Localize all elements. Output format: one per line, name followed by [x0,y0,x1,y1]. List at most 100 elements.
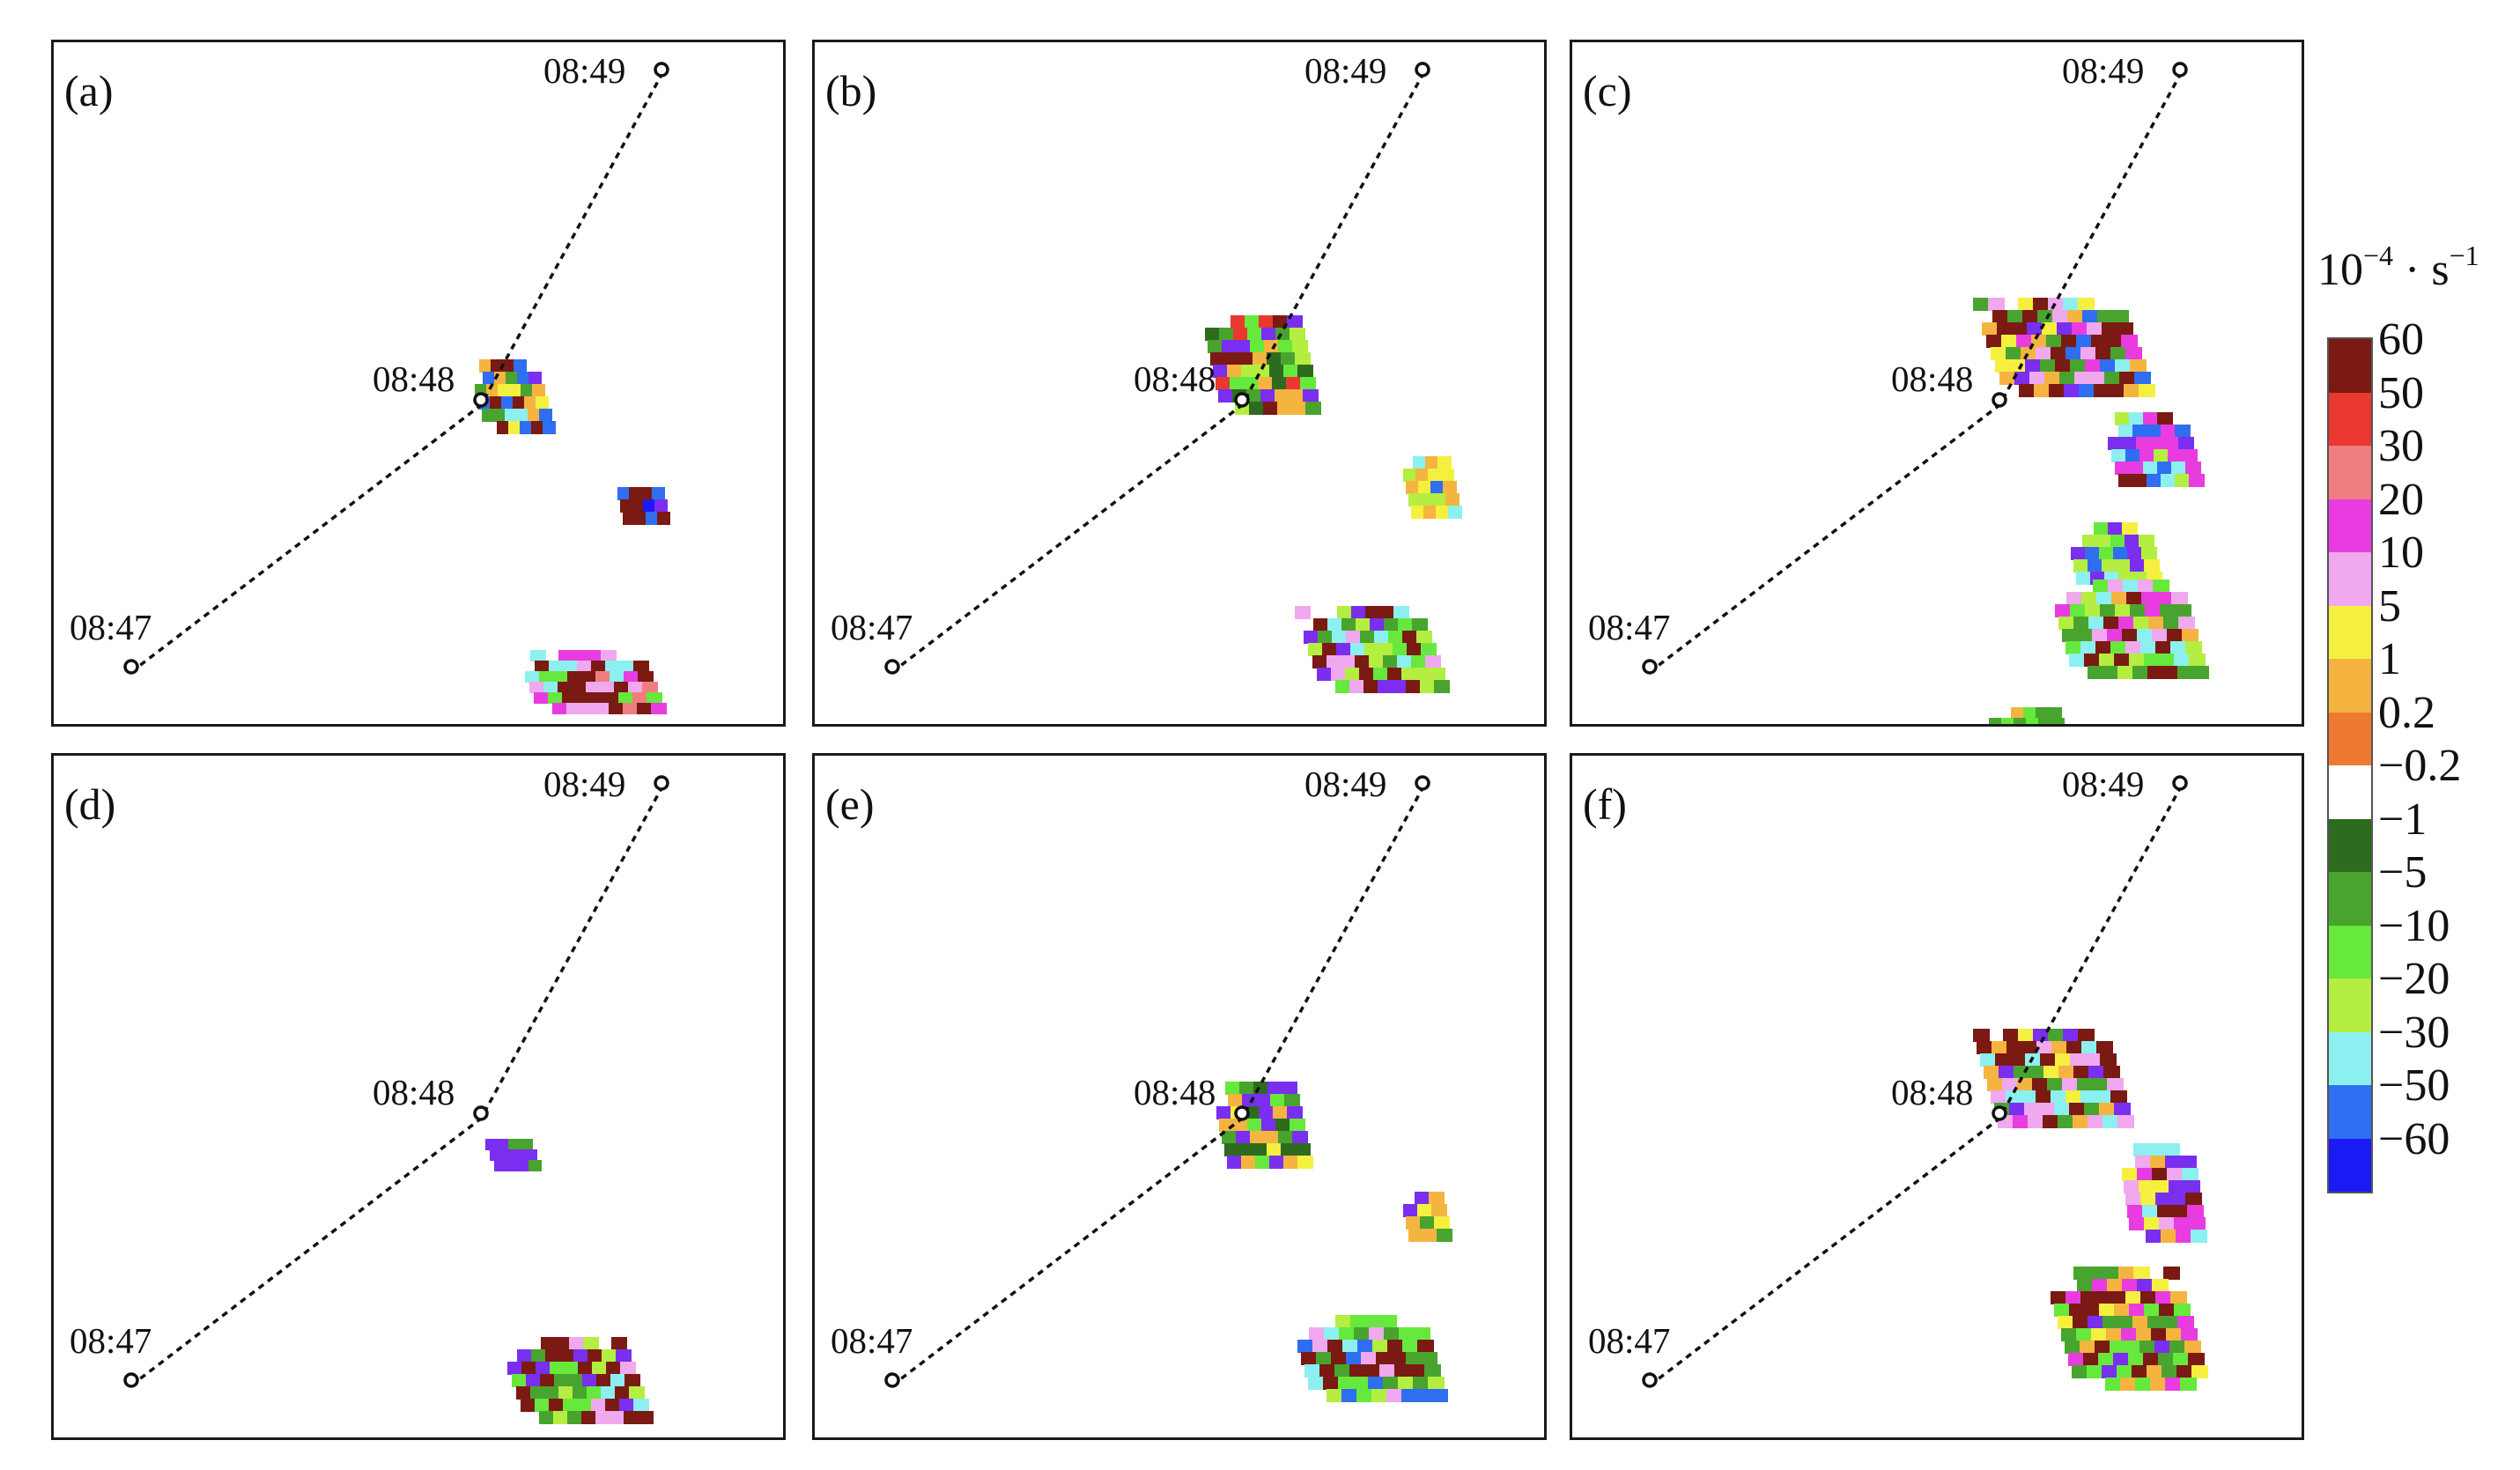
velocity-cell [2165,1156,2182,1169]
velocity-cell [1420,1216,1436,1230]
velocity-cell [2016,335,2033,348]
velocity-cell [1424,1364,1441,1378]
velocity-cell [2006,347,2022,360]
velocity-cell [2067,310,2084,323]
velocity-cell [2147,474,2162,487]
velocity-cell [2137,1168,2154,1181]
velocity-cell [2141,547,2157,560]
velocity-cell [2162,1365,2178,1378]
velocity-cell [1350,1315,1367,1328]
colorbar-segment [2329,1031,2371,1085]
velocity-cell [520,1139,533,1150]
velocity-cell [1312,1340,1329,1353]
velocity-cell [2108,437,2124,450]
velocity-cell [576,692,592,704]
velocity-cell [1420,680,1436,693]
velocity-cell [550,1362,565,1375]
velocity-cell [555,1337,571,1350]
time-label: 08:49 [543,50,626,91]
velocity-cell [1245,315,1260,329]
velocity-cell [1415,1192,1430,1205]
velocity-cell [1402,631,1418,644]
colorbar-segment [2329,339,2371,393]
velocity-cell [2063,298,2080,311]
velocity-cell [2118,1267,2135,1280]
time-label: 08:48 [1134,1072,1216,1112]
velocity-cell [1327,1340,1344,1353]
velocity-cell [2115,412,2131,425]
velocity-cell [2132,666,2149,679]
velocity-cell [1261,328,1277,341]
velocity-cell [2121,1328,2138,1341]
colorbar-segment [2329,499,2371,552]
velocity-cell [2136,437,2152,450]
colorbar-tick-label: −0.2 [2378,741,2462,791]
velocity-cell [1222,1131,1238,1144]
velocity-cell [1406,680,1422,693]
velocity-cell [2114,654,2131,667]
velocity-cell [2072,322,2088,336]
panel-label: (d) [64,779,116,829]
velocity-cell [2106,1328,2123,1341]
velocity-cell [1383,1377,1400,1390]
velocity-cell [586,682,602,693]
panel-c: (c) 08:47 08:48 08:49 [1570,40,2304,727]
velocity-cell [2104,372,2121,385]
velocity-cell [2170,641,2187,654]
time-label: 08:47 [1588,607,1671,647]
velocity-cell [1989,718,2003,724]
velocity-cell [2157,462,2173,475]
colorbar-unit-base: 10 [2317,245,2363,295]
velocity-cell [2140,1291,2157,1304]
velocity-cell [2058,1066,2075,1079]
velocity-cell [2153,580,2169,593]
velocity-cell [2175,474,2191,487]
velocity-cell [2120,1378,2137,1391]
velocity-cell [605,1399,621,1412]
velocity-cell [615,1386,631,1400]
velocity-cell [1284,1094,1300,1107]
velocity-cell [620,499,633,513]
velocity-cell [2152,1168,2169,1181]
velocity-cell [2022,310,2039,323]
velocity-cell [2037,310,2054,323]
velocity-cell [1357,1340,1374,1353]
colorbar-segment [2329,659,2371,713]
velocity-cell [2057,322,2073,336]
velocity-cell [1393,643,1408,656]
velocity-cell [1411,655,1427,669]
velocity-cell [2076,335,2093,348]
velocity-cell [2163,617,2180,630]
velocity-cell [1236,340,1252,353]
velocity-cell [1286,377,1302,390]
velocity-cell [2110,1291,2127,1304]
velocity-cell [1368,1377,1385,1390]
velocity-cell [2100,604,2117,617]
velocity-cell [2055,1053,2072,1067]
colorbar-segment [2329,1138,2371,1192]
velocity-cell [1216,377,1231,390]
velocity-cell [526,1374,542,1387]
velocity-cell [1267,1082,1283,1095]
velocity-cell [2070,604,2087,617]
velocity-cell [2048,1029,2065,1042]
velocity-cell [1433,493,1447,506]
velocity-cell [1327,655,1342,669]
velocity-cell [2080,641,2097,654]
velocity-cell [2140,1193,2157,1206]
velocity-cell [1228,1094,1244,1107]
velocity-cell [2096,535,2112,548]
velocity-cell [2102,1115,2119,1128]
velocity-cell [1258,377,1274,390]
velocity-cell [2133,617,2150,630]
velocity-cell [2122,522,2138,536]
panel-b: (b) 08:47 08:48 08:49 [812,40,1547,727]
colorbar-segment [2329,392,2371,446]
velocity-cell [573,1386,588,1400]
velocity-cell [2029,1066,2045,1079]
velocity-cell [490,1149,503,1161]
velocity-cell [2102,1316,2119,1329]
velocity-cell [1371,1389,1388,1402]
velocity-cell [2092,629,2109,642]
velocity-cell [2012,322,2029,336]
